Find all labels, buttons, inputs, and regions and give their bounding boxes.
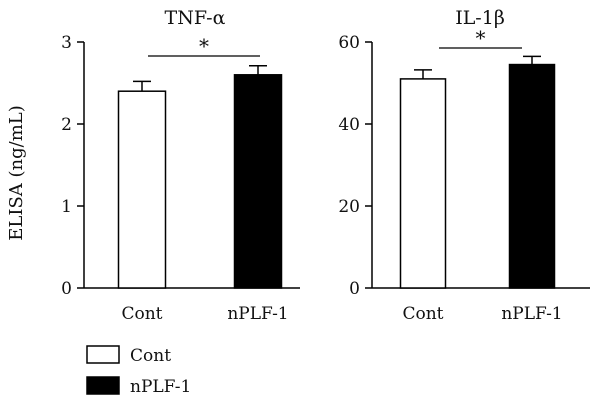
- tnf-alpha-panel: TNF-α 0 1 2 3 Cont nPLF-1 * ELISA (ng/mL): [6, 7, 300, 324]
- tnf-title: TNF-α: [165, 7, 226, 29]
- tnf-x-tick-label: nPLF-1: [227, 304, 288, 324]
- tnf-y-tick-label: 2: [61, 115, 72, 135]
- il1b-title: IL-1β: [455, 7, 505, 29]
- tnf-y-tick-label: 1: [61, 197, 72, 217]
- il1b-bar-1: [508, 63, 556, 289]
- legend-label-nplf1: nPLF-1: [130, 377, 191, 397]
- il1b-y-tick-label: 0: [349, 279, 360, 299]
- tnf-bar-0: [117, 90, 167, 289]
- il1b-bar-0: [399, 78, 447, 289]
- il1b-x-tick-label: nPLF-1: [501, 304, 562, 324]
- legend-swatch-cont: [86, 345, 120, 364]
- il-1beta-panel: IL-1β 0 20 40 60 Cont nPLF-1 *: [338, 7, 590, 324]
- legend: Cont nPLF-1: [86, 345, 191, 397]
- il1b-y-tick-label: 20: [338, 197, 360, 217]
- tnf-y-tick-label: 0: [61, 279, 72, 299]
- tnf-significance-star: *: [199, 34, 209, 58]
- tnf-y-tick-label: 3: [61, 33, 72, 53]
- il1b-significance-star: *: [476, 26, 486, 50]
- legend-label-cont: Cont: [130, 346, 171, 366]
- il1b-x-tick-label: Cont: [402, 304, 443, 324]
- legend-swatch-nplf1: [86, 376, 120, 395]
- tnf-x-tick-label: Cont: [121, 304, 162, 324]
- il1b-y-tick-label: 40: [338, 115, 360, 135]
- tnf-bar-1: [233, 74, 283, 289]
- tnf-y-axis-label: ELISA (ng/mL): [6, 105, 27, 241]
- il1b-y-tick-label: 60: [338, 33, 360, 53]
